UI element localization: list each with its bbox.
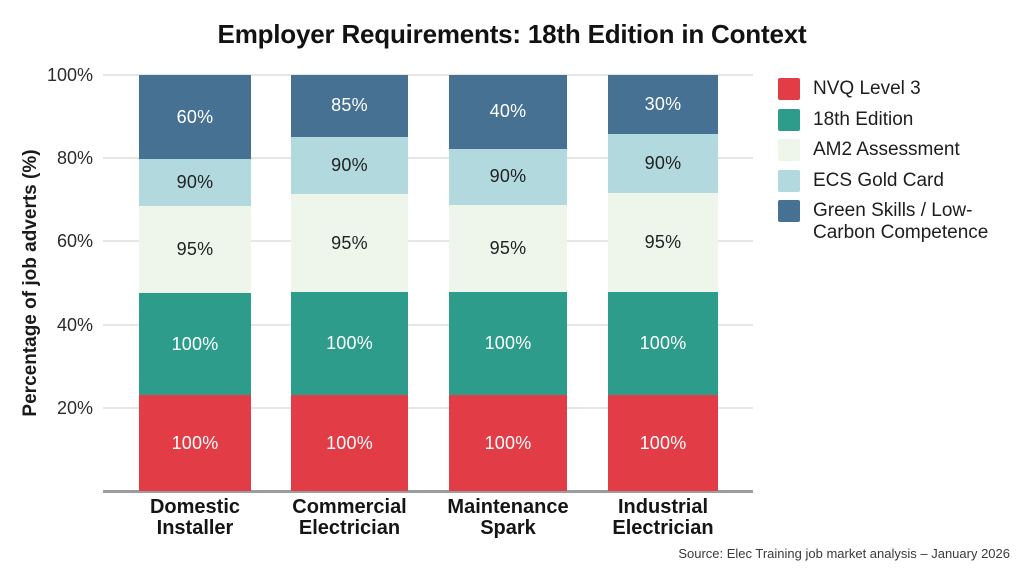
plot-area: 60% 90% 95% 100% 100% 85% 90% 95% 100% 100% 40% 90%… [103, 74, 753, 493]
segment-18th-edition: 100% [139, 293, 251, 396]
segment-nvq-level-3: 100% [608, 395, 718, 491]
segment-nvq-level-3: 100% [449, 395, 567, 491]
y-axis-tick-label: 20% [56, 397, 93, 418]
segment-green-skills-low-carbon-competence: 60% [139, 75, 251, 160]
legend-label-line: Carbon Competence [813, 222, 989, 243]
legend-label-line: NVQ Level 3 [813, 78, 921, 99]
segment-am2-assessment: 95% [139, 206, 251, 294]
segment-value-label: 95% [489, 238, 527, 259]
gridline [103, 74, 753, 76]
legend-swatch [778, 200, 800, 222]
segment-value-label: 90% [176, 172, 214, 193]
segment-value-label: 100% [484, 333, 532, 354]
legend-swatch [778, 78, 800, 100]
segment-green-skills-low-carbon-competence: 85% [291, 75, 408, 137]
segment-ecs-gold-card: 90% [608, 134, 718, 194]
x-axis-category-label-line: Industrial [617, 496, 709, 518]
segment-value-label: 60% [176, 106, 214, 127]
x-axis-category-label: Domestic Installer [150, 497, 240, 539]
segment-ecs-gold-card: 90% [291, 136, 408, 195]
segment-value-label: 100% [326, 432, 373, 453]
gridline [103, 240, 753, 243]
segment-green-skills-low-carbon-competence: 30% [608, 75, 718, 135]
legend-item-am2-assessment: AM2 Assessment [778, 139, 960, 161]
y-axis-tick-label: 100% [46, 65, 93, 85]
chart-title: Employer Requirements: 18th Edition in C… [217, 19, 807, 49]
segment-value-label: 100% [326, 333, 373, 354]
segment-am2-assessment: 95% [608, 193, 718, 293]
segment-ecs-gold-card: 90% [139, 159, 251, 207]
segment-value-label: 100% [171, 432, 219, 453]
legend-item-green-skills-low-carbon-competence: Green Skills / Low- Carbon Competence [778, 200, 988, 244]
segment-value-label: 40% [489, 101, 527, 122]
x-axis-category-label-line: Installer [156, 517, 234, 539]
y-axis-tick-label: 40% [56, 314, 93, 335]
x-axis-category-label: Industrial Electrician [612, 497, 713, 539]
legend-swatch [778, 108, 800, 131]
segment-value-label: 95% [644, 232, 682, 253]
x-axis-category-label-line: Maintenance [447, 496, 569, 518]
legend-swatch [778, 169, 800, 192]
legend-item-18th-edition: 18th Edition [778, 108, 913, 131]
legend-label-line: 18th Edition [813, 108, 914, 130]
segment-value-label: 90% [331, 154, 368, 175]
segment-18th-edition: 100% [291, 292, 408, 396]
source-note: Source: Elec Training job market analysi… [678, 546, 1010, 561]
segment-green-skills-low-carbon-competence: 40% [449, 75, 567, 149]
segment-am2-assessment: 95% [449, 205, 567, 293]
legend-swatch [778, 139, 800, 161]
bar-commercial-electrician: 85% 90% 95% 100% 100% [291, 75, 408, 491]
x-axis-category-label-line: Electrician [298, 517, 401, 539]
bar-domestic-installer: 60% 90% 95% 100% 100% [139, 75, 251, 491]
segment-value-label: 90% [489, 166, 527, 187]
gridline [103, 406, 753, 409]
segment-nvq-level-3: 100% [291, 395, 408, 491]
segment-18th-edition: 100% [449, 292, 567, 396]
y-axis-tick-label: 80% [56, 148, 93, 169]
segment-nvq-level-3: 100% [139, 395, 251, 491]
x-axis-category-label-line: Commercial [292, 496, 407, 518]
segment-value-label: 100% [171, 333, 219, 354]
x-axis-category-label: Maintenance Spark [447, 497, 568, 539]
gridline [103, 157, 753, 160]
legend-label: AM2 Assessment [813, 139, 960, 161]
segment-value-label: 95% [331, 232, 368, 253]
y-axis-tick-label: 60% [56, 231, 93, 252]
legend-label-line: Green Skills / Low- [813, 200, 973, 221]
x-axis-category-label: Commercial Electrician [292, 497, 407, 539]
y-axis-title: Percentage of job adverts (%) [20, 149, 41, 417]
legend-label: NVQ Level 3 [813, 78, 921, 100]
bar-industrial-electrician: 30% 90% 95% 100% 100% [608, 75, 718, 491]
segment-value-label: 95% [176, 239, 214, 260]
segment-value-label: 85% [331, 95, 368, 116]
segment-value-label: 90% [644, 153, 682, 174]
segment-ecs-gold-card: 90% [449, 148, 567, 206]
segment-value-label: 100% [484, 432, 532, 453]
legend-label: ECS Gold Card [813, 170, 944, 192]
legend-label: Green Skills / Low- Carbon Competence [813, 200, 988, 244]
legend-label: 18th Edition [813, 109, 913, 131]
segment-value-label: 30% [644, 94, 682, 115]
legend-item-ecs-gold-card: ECS Gold Card [778, 169, 944, 192]
segment-value-label: 100% [639, 432, 687, 453]
x-axis-line [103, 490, 753, 493]
bar-maintenance-spark: 40% 90% 95% 100% 100% [449, 75, 567, 491]
legend-label-line: AM2 Assessment [813, 139, 960, 160]
segment-am2-assessment: 95% [291, 194, 408, 293]
segment-value-label: 100% [639, 333, 687, 354]
x-axis-category-label-line: Spark [480, 517, 536, 539]
legend-item-nvq-level-3: NVQ Level 3 [778, 78, 921, 100]
gridline [103, 323, 753, 326]
x-axis-category-label-line: Domestic [149, 496, 241, 518]
segment-18th-edition: 100% [608, 292, 718, 396]
x-axis-category-label-line: Electrician [612, 517, 714, 539]
legend-label-line: ECS Gold Card [813, 169, 944, 191]
